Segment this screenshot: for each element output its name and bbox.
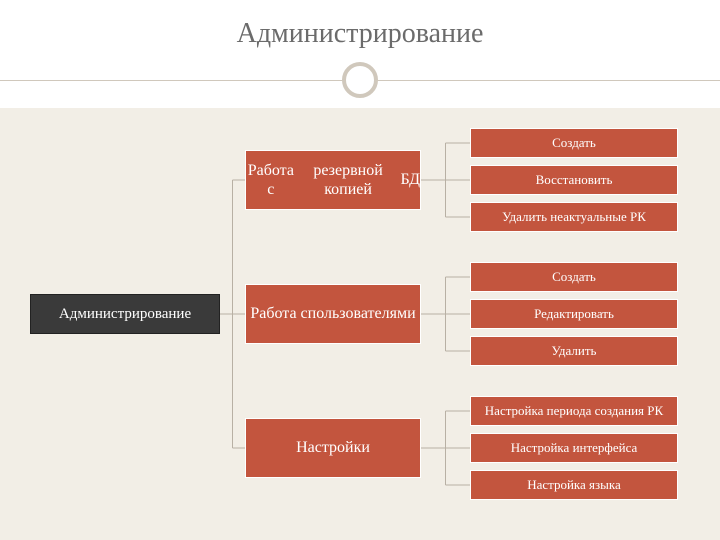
mid-node-backup: Работа срезервной копиейБД xyxy=(245,150,421,210)
leaf-node-5: Удалить xyxy=(470,336,678,366)
root-node: Администрирование xyxy=(30,294,220,334)
leaf-node-1: Восстановить xyxy=(470,165,678,195)
leaf-node-4: Редактировать xyxy=(470,299,678,329)
leaf-node-3: Создать xyxy=(470,262,678,292)
leaf-node-8: Настройка языка xyxy=(470,470,678,500)
leaf-node-2: Удалить неактуальные РК xyxy=(470,202,678,232)
mid-node-settings: Настройки xyxy=(245,418,421,478)
leaf-node-6: Настройка периода создания РК xyxy=(470,396,678,426)
mid-node-users: Работа спользователями xyxy=(245,284,421,344)
leaf-node-7: Настройка интерфейса xyxy=(470,433,678,463)
leaf-node-0: Создать xyxy=(470,128,678,158)
